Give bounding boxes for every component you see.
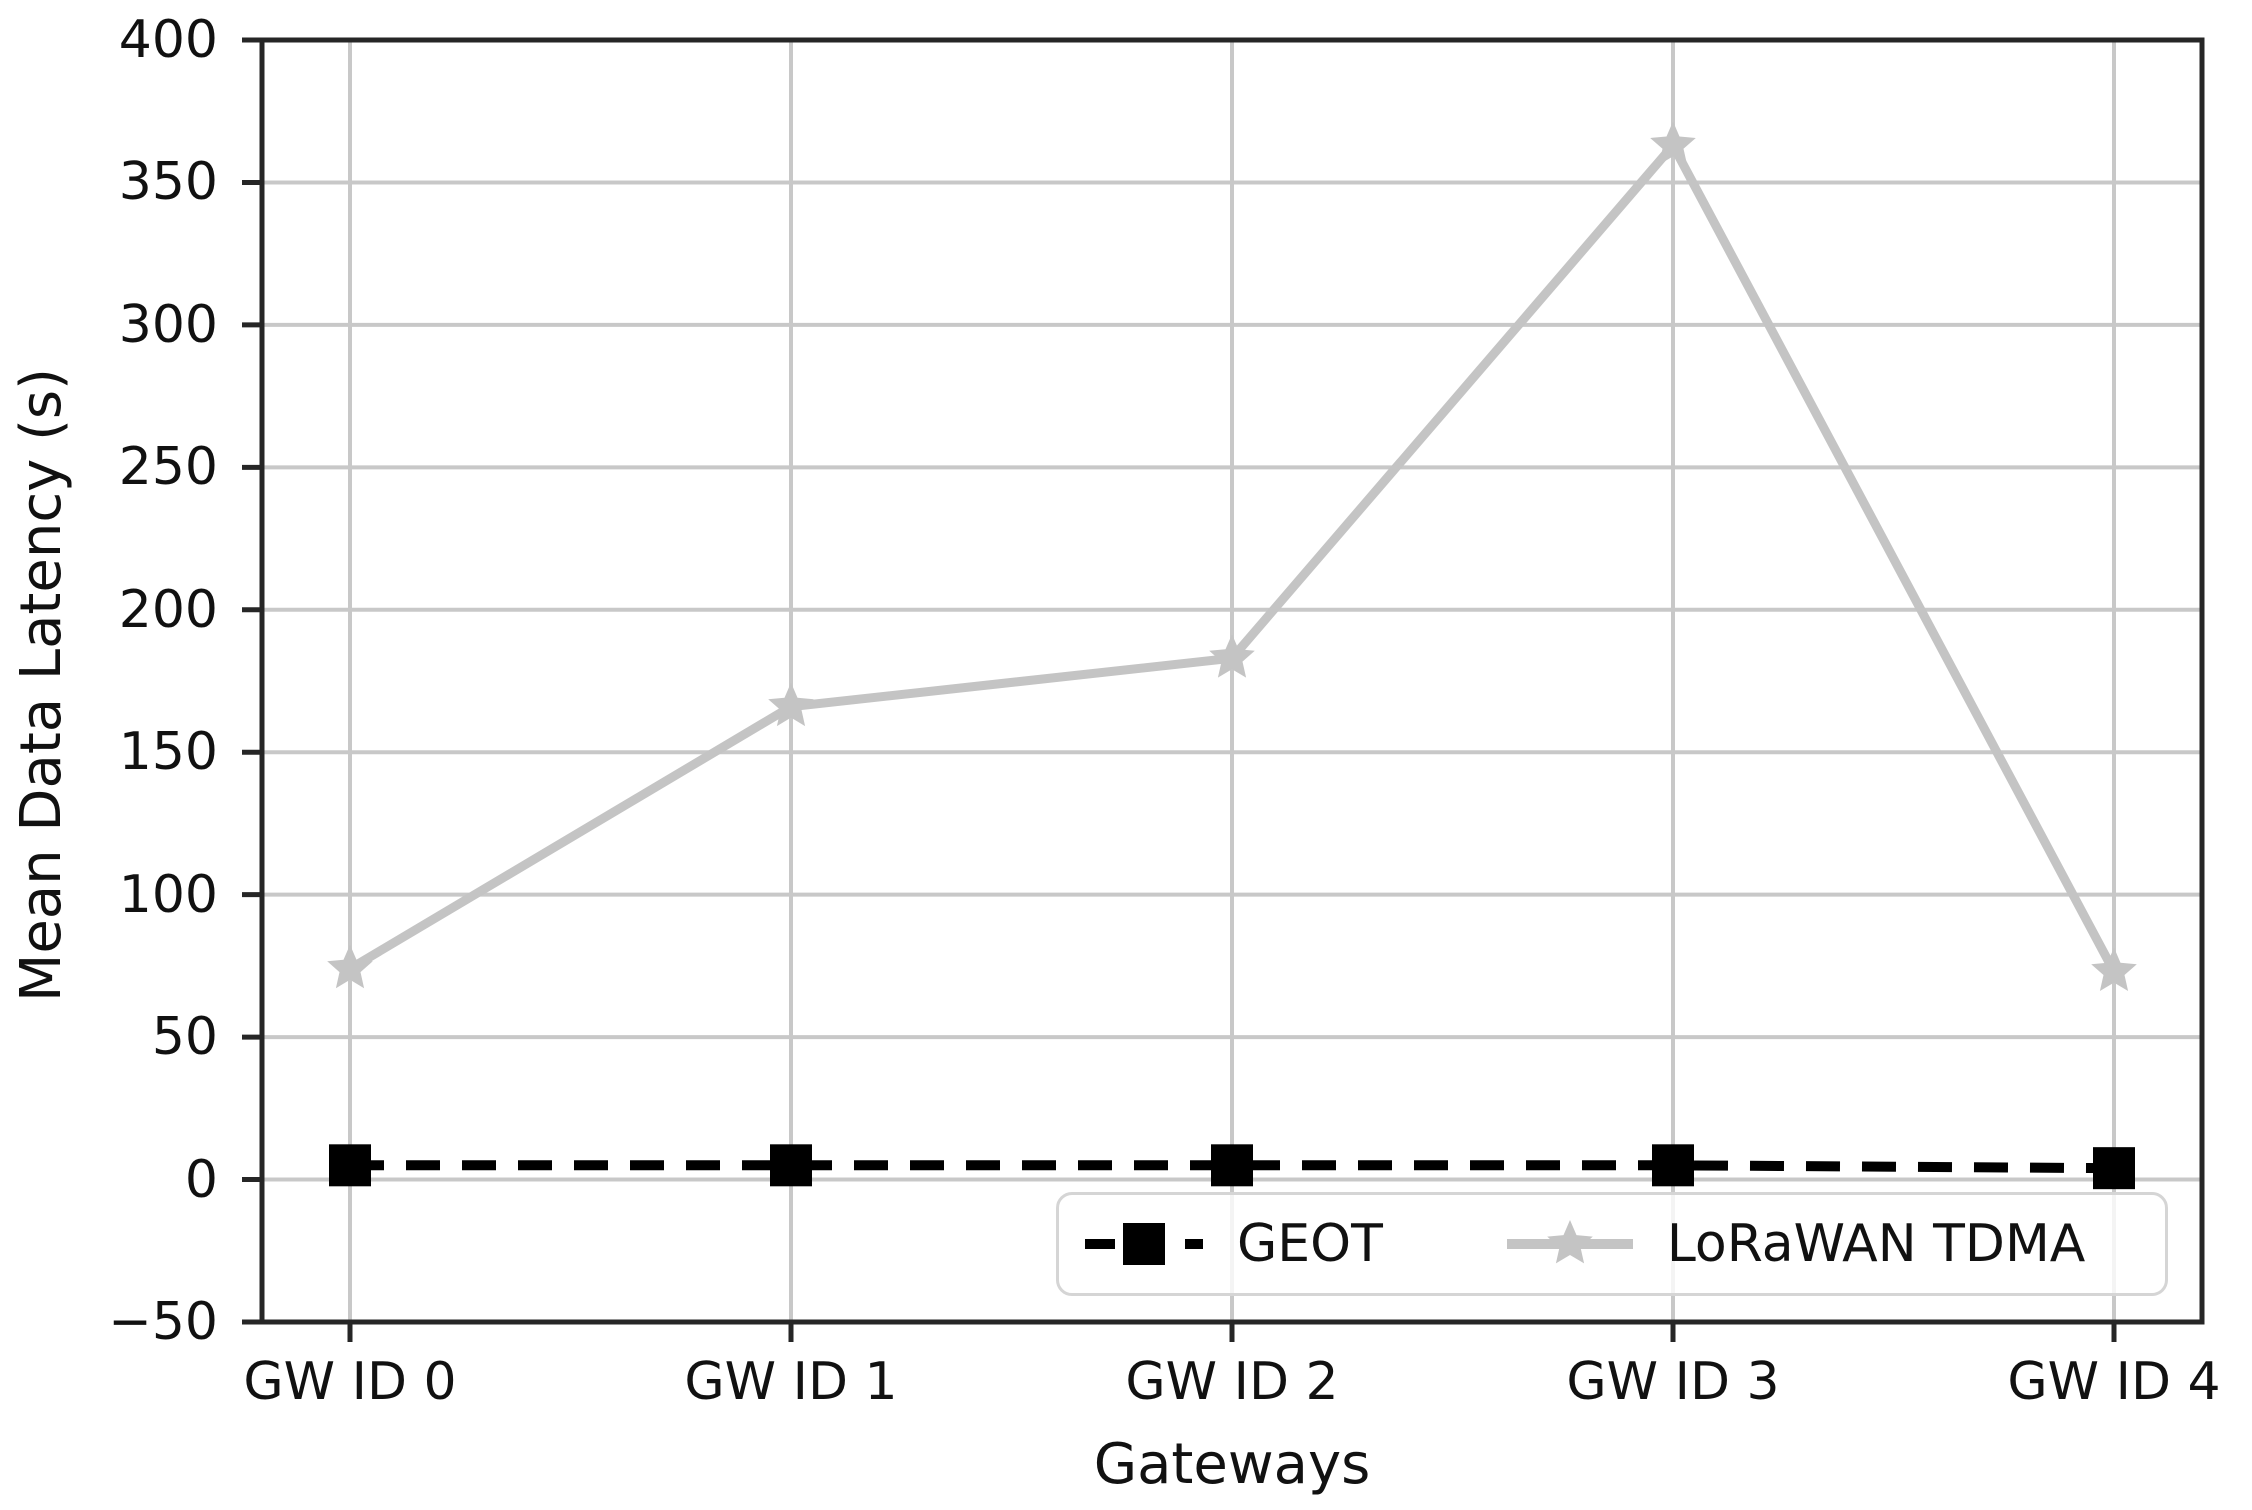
legend: GEOT LoRaWAN TDMA [1056,1192,2168,1296]
marker-square [1211,1144,1253,1187]
legend-entry-geot: GEOT [1083,1214,1383,1274]
legend-entry-lorawan: LoRaWAN TDMA [1505,1214,2086,1274]
x-tick-label: GW ID 0 [243,1352,457,1412]
y-tick-label: 200 [118,579,218,640]
geot-dashed-square-sample-icon [1085,1223,1203,1265]
y-tick-label: 150 [118,722,218,783]
y-tick-label: 250 [118,437,218,498]
y-tick-label: 50 [151,1007,218,1068]
legend-label-lorawan: LoRaWAN TDMA [1666,1214,2086,1274]
marker-square [770,1144,812,1187]
y-tick-label: 350 [118,152,218,213]
y-tick-label: −50 [108,1292,218,1352]
marker-square [1652,1144,1694,1187]
y-axis-title: Mean Data Latency (s) [9,368,74,1002]
marker-square [2093,1147,2135,1190]
y-tick-label: 300 [118,294,218,355]
lorawan-star-line-sample-icon [1506,1220,1633,1264]
x-tick-label: GW ID 1 [684,1352,898,1412]
marker-star [327,944,373,989]
series-line-geot [350,1160,2115,1174]
marker-star [2091,947,2137,991]
x-tick-label: GW ID 2 [1125,1352,1339,1412]
marker-star [1209,634,1255,678]
y-tick-label: 100 [118,864,218,925]
x-tick-label: GW ID 4 [2007,1352,2221,1412]
y-tick-label: 0 [184,1149,218,1210]
x-tick-label: GW ID 3 [1566,1352,1780,1412]
marker-square [329,1144,371,1187]
marker-star [1650,121,1696,165]
y-tick-label: 400 [118,10,218,70]
legend-label-geot: GEOT [1237,1214,1383,1274]
marker-star [768,682,814,727]
x-axis-title: Gateways [1093,1432,1371,1497]
